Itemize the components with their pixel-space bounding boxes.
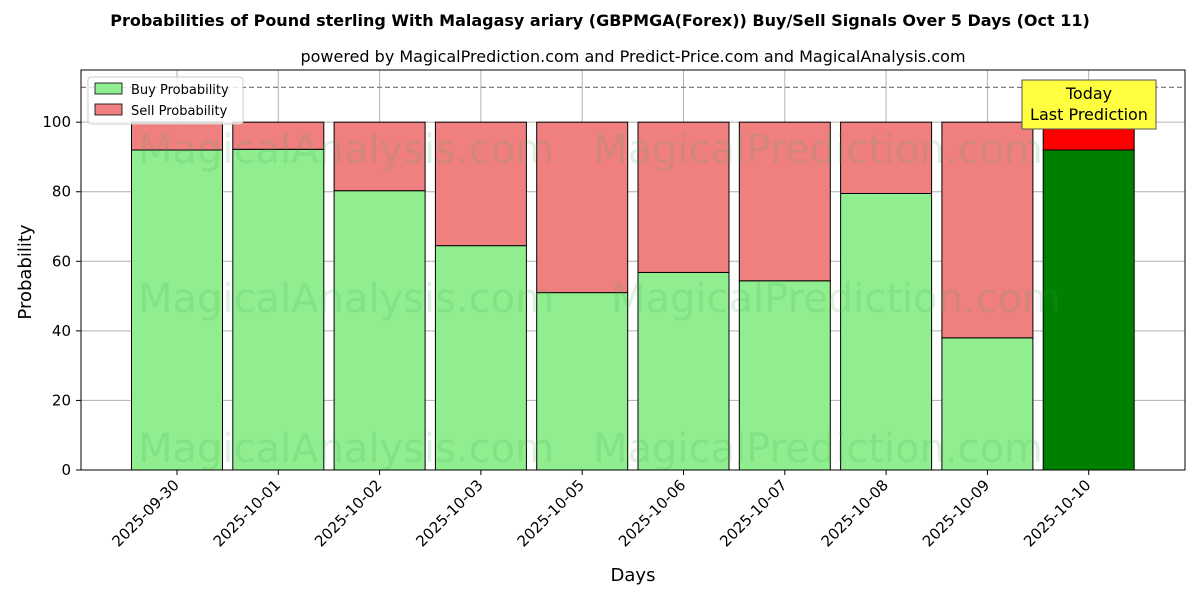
y-tick-label: 40	[52, 322, 71, 340]
x-tick-label: 2025-10-06	[615, 476, 689, 550]
y-tick-label: 80	[52, 183, 71, 201]
legend-buy-label: Buy Probability	[131, 83, 229, 98]
legend-buy-swatch	[94, 82, 123, 95]
today-label: Today	[1065, 84, 1112, 103]
buy-bar	[941, 337, 1034, 471]
x-tick-label: 2025-10-07	[716, 476, 790, 550]
buy-bar	[738, 280, 831, 471]
watermark-prediction-bottom: MagicalPrediction.com	[593, 426, 1043, 472]
legend-frame	[87, 76, 244, 125]
watermark-analysis-bottom: MagicalAnalysis.com	[138, 426, 554, 472]
last-prediction-label: Last Prediction	[1030, 105, 1148, 124]
y-tick-label: 60	[52, 252, 71, 270]
sell-bar	[131, 121, 223, 151]
y-axis-label: Probability	[15, 224, 36, 319]
legend: Buy Probability Sell Probability	[87, 76, 244, 125]
legend-sell-label: Sell Probability	[131, 104, 228, 119]
watermark-prediction-top: MagicalPrediction.com	[593, 127, 1043, 173]
sell-bar	[434, 121, 527, 247]
x-axis-label: Days	[611, 565, 656, 586]
x-tick-label: 2025-10-08	[818, 476, 892, 550]
buy-bar	[333, 190, 426, 471]
sell-bar	[941, 121, 1034, 339]
plot-frame	[80, 69, 1186, 471]
sell-bar	[637, 121, 730, 273]
watermarks: MagicalAnalysis.com MagicalPrediction.co…	[138, 127, 1061, 472]
buy-bar	[536, 292, 629, 471]
x-tick-label: 2025-10-02	[311, 476, 385, 550]
sell-bar	[333, 121, 426, 192]
sell-bar	[840, 121, 933, 194]
x-tick-label: 2025-10-05	[514, 476, 588, 550]
legend-sell-swatch	[94, 103, 123, 116]
bars	[131, 121, 1135, 471]
today-annotation: Today Last Prediction	[1021, 79, 1157, 130]
buy-bar	[840, 192, 933, 471]
x-tick-label: 2025-10-03	[412, 476, 486, 550]
today-box	[1021, 79, 1157, 130]
y-tick-label: 100	[42, 113, 71, 131]
watermark-analysis-middle: MagicalAnalysis.com	[138, 276, 554, 322]
buy-bar	[1042, 149, 1135, 471]
watermark-analysis-top: MagicalAnalysis.com	[138, 127, 554, 173]
y-tick-label: 20	[52, 391, 71, 409]
watermark-prediction-middle: MagicalPrediction.com	[611, 276, 1061, 322]
sell-bar	[738, 121, 831, 282]
sell-bar	[232, 121, 325, 150]
buy-bar	[637, 271, 730, 471]
y-tick-label: 0	[61, 461, 71, 479]
buy-bar	[434, 245, 527, 471]
x-tick-label: 2025-10-09	[919, 476, 993, 550]
sell-bar	[536, 121, 629, 294]
x-tick-label: 2025-10-01	[210, 476, 284, 550]
x-tick-label: 2025-09-30	[108, 476, 182, 550]
chart-title: Probabilities of Pound sterling With Mal…	[110, 11, 1090, 30]
buy-bar	[131, 149, 223, 471]
x-tick-label: 2025-10-10	[1020, 476, 1094, 550]
chart-subtitle: powered by MagicalPrediction.com and Pre…	[300, 47, 965, 66]
